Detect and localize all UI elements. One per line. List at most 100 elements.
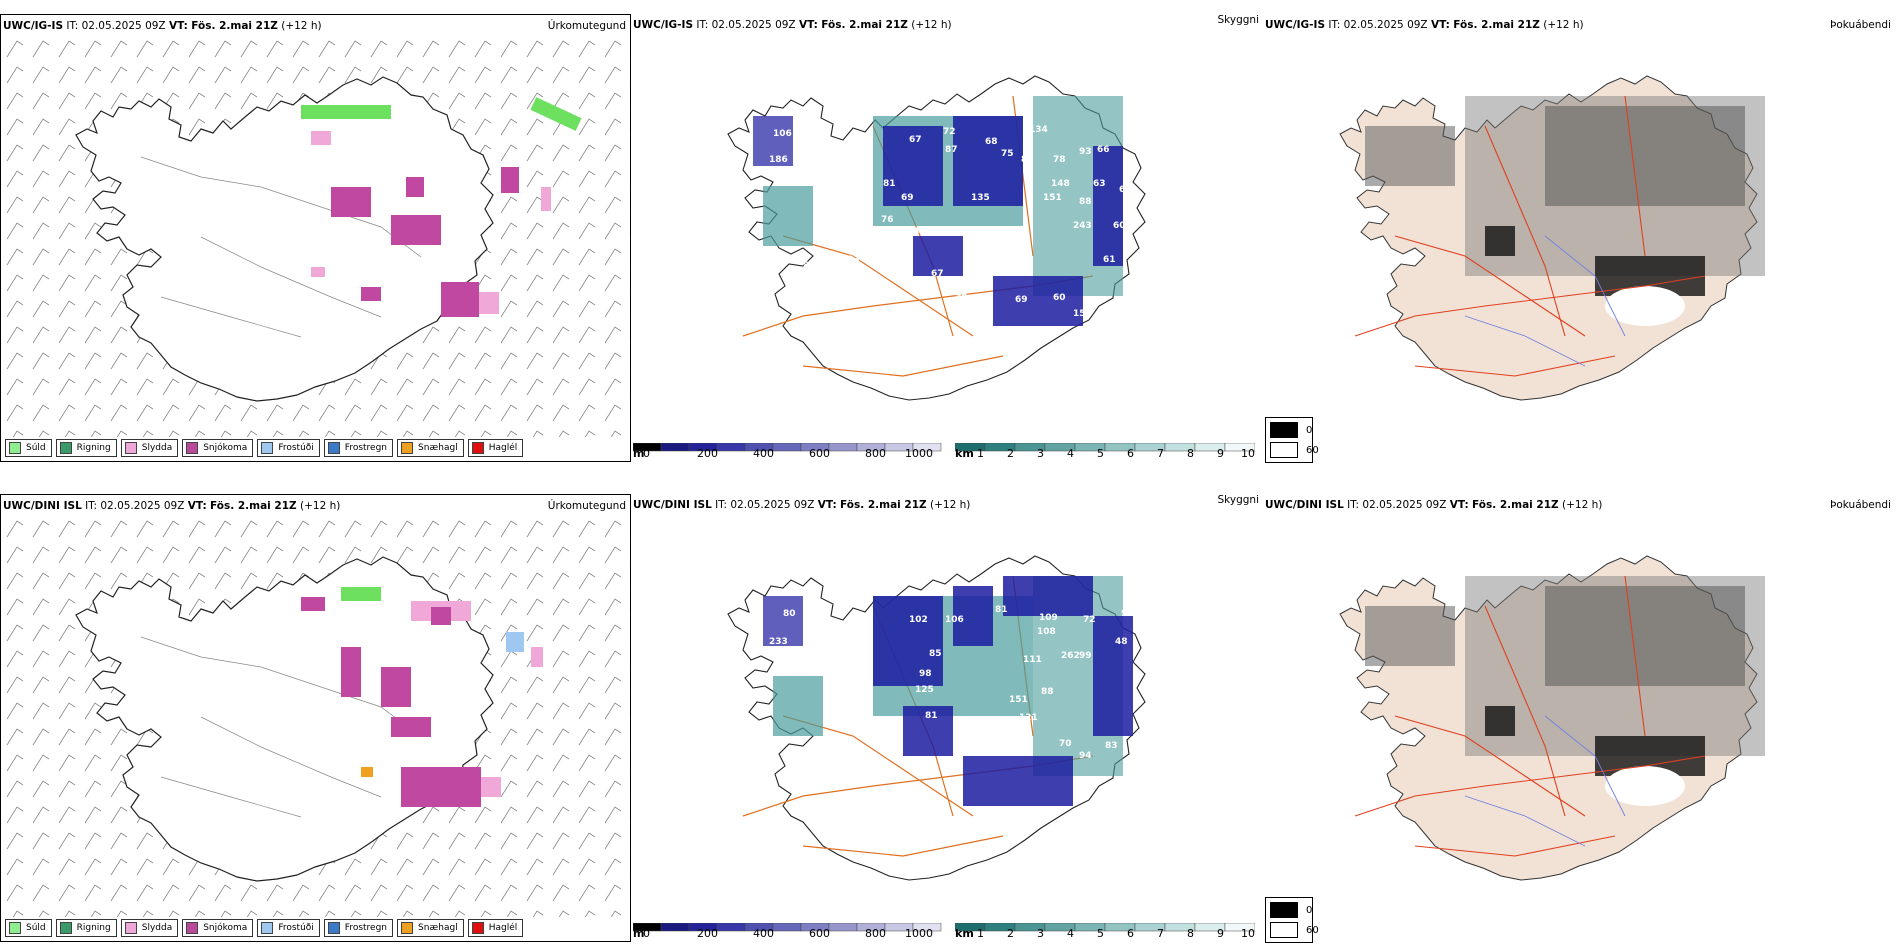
panel-title: Skyggni [1217, 14, 1260, 26]
legend-item: Rigning [55, 919, 117, 937]
precip-type-panel: UWC/IG-IS IT: 02.05.2025 09Z VT: Fös. 2.… [0, 14, 631, 462]
sulda-area [301, 105, 391, 119]
colorbar-tick: 1000 [905, 927, 933, 940]
cloud-label: 99 [1005, 245, 1018, 255]
cloud-label: 67 [909, 135, 922, 145]
colorbar-tick: 800 [865, 447, 886, 460]
colorbar-tick: 6 [1127, 927, 1134, 940]
cloud-label: 81 [883, 179, 896, 189]
cloud-label: 141 [969, 241, 988, 251]
cloud-label: 72 [943, 127, 956, 137]
cloud-base-colorbar: m 0 200 400 600 800 1000 [632, 438, 943, 460]
colorbar-tick: 4 [1067, 927, 1074, 940]
cloud-label: 88 [1079, 197, 1092, 207]
visibility-colorbar-swatches [954, 442, 1256, 452]
colorbar-unit: km [955, 447, 974, 460]
cloud-label: 70 [1059, 739, 1072, 749]
cloud-label: 149 [853, 693, 872, 703]
colorbar-tick: 10 [1241, 927, 1255, 940]
cloud-label: 63 [1093, 179, 1106, 189]
fog-map [1339, 75, 1765, 401]
cloud-label: 81 [995, 605, 1008, 615]
cloud-label: 79 [861, 277, 874, 287]
cloud-label: 61 [1119, 185, 1132, 195]
cloud-label: 99 [1079, 651, 1092, 661]
cloud-label: 48 [1115, 637, 1128, 647]
colorbar-tick: 600 [809, 447, 830, 460]
cloud-label: 80 [783, 609, 796, 619]
colorbar-tick: 800 [865, 927, 886, 940]
cloud-label: 243 [1073, 221, 1092, 231]
cloud-label: 151 [1043, 193, 1062, 203]
legend-item: Frostregn [323, 919, 394, 937]
visibility-colorbar: km 1 2 3 4 5 6 7 8 9 10 [954, 438, 1256, 460]
colorbar-tick: 0 [643, 927, 650, 940]
colorbar-tick: 2 [1007, 927, 1014, 940]
colorbar-tick: 600 [809, 927, 830, 940]
colorbar-tick: 5 [1097, 447, 1104, 460]
cloud-label: 96 [955, 291, 968, 301]
cloud-label: 98 [919, 669, 932, 679]
panel-header: UWC/IG-IS IT: 02.05.2025 09Z VT: Fös. 2.… [1265, 19, 1584, 31]
cloud-label: 67 [931, 269, 944, 279]
cloud-label: 262 [1061, 651, 1080, 661]
cloud-label: 66 [1097, 145, 1110, 155]
cloud-label: 68 [985, 137, 998, 147]
cloud-visibility-panel: UWC/DINI ISL IT: 02.05.2025 09Z VT: Fös.… [632, 494, 1263, 944]
cloud-base-colorbar-swatches [632, 922, 942, 932]
legend-item: Snæhagl [397, 919, 464, 937]
cloud-label: 69 [1015, 295, 1028, 305]
cloud-base-colorbar: m 0 200 400 600 800 1000 [632, 918, 943, 940]
fog-index-panel: UWC/DINI ISL IT: 02.05.2025 09Z VT: Fös.… [1265, 494, 1895, 944]
cloud-label: 148 [1051, 179, 1070, 189]
legend-item: Haglél [467, 439, 524, 457]
cloud-label: 89 [1149, 699, 1162, 709]
cloud-label: 109 [1039, 613, 1058, 623]
panel-header: UWC/DINI ISL IT: 02.05.2025 09Z VT: Fös.… [1265, 499, 1603, 511]
cloud-label: 78 [1053, 155, 1066, 165]
legend-item: Frostregn [323, 439, 394, 457]
cloud-label: 151 [1009, 695, 1028, 705]
cloud-label: 94 [1079, 751, 1092, 761]
cloud-label: 91 [979, 727, 992, 737]
cloud-label: 233 [769, 637, 788, 647]
colorbar-tick: 2 [1007, 447, 1014, 460]
fog-legend-item: 0 [1270, 902, 1312, 918]
panel-header: UWC/IG-IS IT: 02.05.2025 09Z VT: Fös. 2.… [3, 20, 322, 32]
panel-title: Þokuábendi [1830, 499, 1891, 511]
cloud-label: 88 [1041, 687, 1054, 697]
fog-legend-item: 60 [1270, 442, 1319, 458]
colorbar-tick: 8 [1187, 447, 1194, 460]
cloud-map: 106 186 81 67 72 87 68 134 75 80 93 66 6… [727, 75, 1146, 401]
model-row-ig: UWC/IG-IS IT: 02.05.2025 09Z VT: Fös. 2.… [0, 0, 1900, 470]
visibility-colorbar-swatches [954, 922, 1256, 932]
cloud-label: 186 [769, 155, 788, 165]
cloud-label: 133 [841, 255, 860, 265]
cloud-label: 75 [1001, 149, 1014, 159]
colorbar-tick: 10 [1241, 447, 1255, 460]
cloud-label: 108 [1037, 627, 1056, 637]
cloud-label: 92 [1121, 609, 1134, 619]
legend-item: Súld [5, 439, 52, 457]
panel-title: Þokuábendi [1830, 19, 1891, 31]
legend-item: Frostúði [257, 919, 320, 937]
snow-area [331, 187, 371, 217]
cloud-label: 76 [881, 215, 894, 225]
cloud-label: 82 [1003, 741, 1016, 751]
cloud-label: 72 [1083, 615, 1096, 625]
legend-item: Snjókoma [182, 919, 254, 937]
cloud-label: 125 [915, 685, 934, 695]
cloud-base-colorbar-swatches [632, 442, 942, 452]
cloud-label: 60 [1053, 293, 1066, 303]
panel-title: Úrkomutegund [547, 500, 626, 512]
colorbar-tick: 400 [753, 927, 774, 940]
colorbar-tick: 7 [1157, 927, 1164, 940]
visibility-colorbar: km 1 2 3 4 5 6 7 8 9 10 [954, 918, 1256, 940]
cloud-label: 83 [803, 261, 816, 271]
fog-legend-item: 0 [1270, 422, 1312, 438]
legend-item: Snæhagl [397, 439, 464, 457]
colorbar-tick: 6 [1127, 447, 1134, 460]
colorbar-tick: 3 [1037, 927, 1044, 940]
cloud-label: 69 [901, 193, 914, 203]
cloud-label: 134 [1029, 125, 1048, 135]
